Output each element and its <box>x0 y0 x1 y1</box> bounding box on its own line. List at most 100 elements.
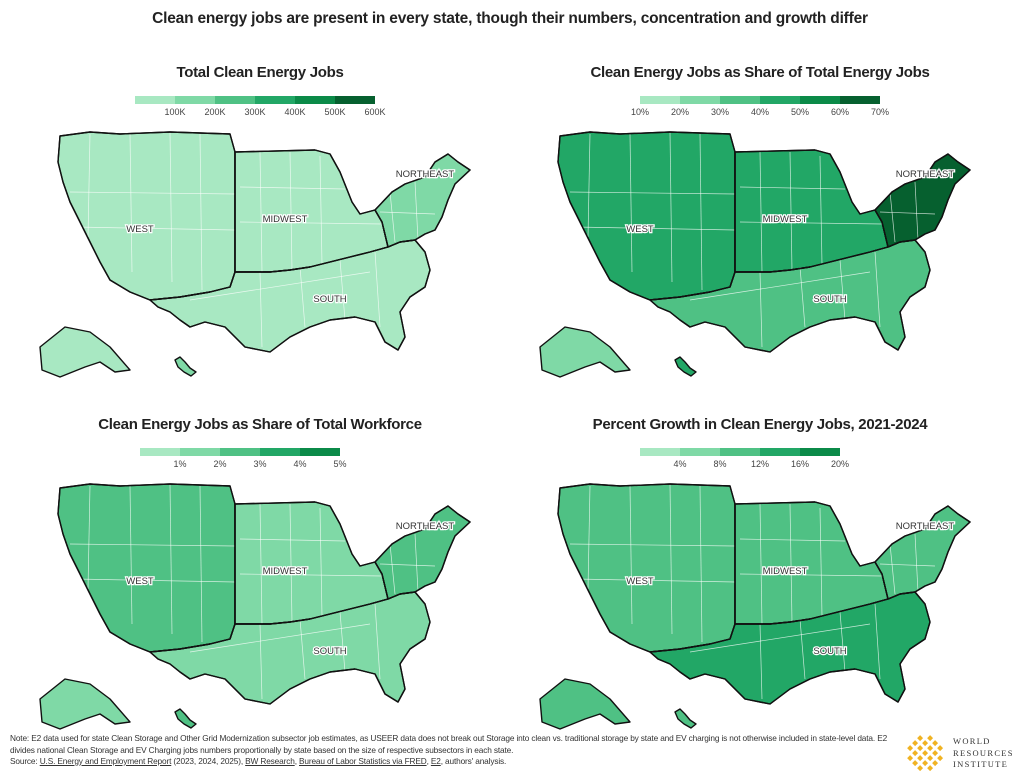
legend-swatch <box>175 96 215 104</box>
region-west <box>57 131 236 301</box>
source-link[interactable]: BW Research <box>245 756 295 766</box>
legend-bar <box>640 96 880 104</box>
region-label-midwest: MIDWEST <box>263 566 308 577</box>
state-boundaries <box>569 131 936 348</box>
legend-tick: 30% <box>710 107 730 117</box>
legend-tick: 400K <box>284 107 306 117</box>
legend-swatch <box>300 448 340 456</box>
region-label-northeast: NORTHEAST <box>396 521 455 532</box>
legend-tick: 200K <box>204 107 226 117</box>
us-choropleth-map: WEST MIDWEST SOUTH NORTHEAST <box>539 483 971 730</box>
legend-tick: 1% <box>173 459 187 469</box>
legend-swatch <box>760 448 800 456</box>
panel-title: Total Clean Energy Jobs <box>176 64 344 81</box>
legend-swatch <box>640 96 680 104</box>
logo-text-line: INSTITUTE <box>953 759 1009 769</box>
legend-swatch <box>720 448 760 456</box>
region-label-midwest: MIDWEST <box>263 214 308 225</box>
legend-swatch <box>180 448 220 456</box>
panel-title: Percent Growth in Clean Energy Jobs, 202… <box>592 416 928 433</box>
us-choropleth-map: WEST MIDWEST SOUTH NORTHEAST <box>39 483 471 730</box>
region-alaska <box>39 678 131 730</box>
legend-swatch <box>800 448 840 456</box>
legend-bar <box>135 96 375 104</box>
legend-tick: 100K <box>164 107 186 117</box>
region-west <box>557 483 736 653</box>
footer-note: Note: E2 data used for state Clean Stora… <box>10 733 890 768</box>
region-hawaii <box>174 356 197 377</box>
legend-bar <box>140 448 340 456</box>
legend-tick: 2% <box>213 459 227 469</box>
panel-growth: Percent Growth in Clean Energy Jobs, 202… <box>510 416 1010 761</box>
us-choropleth-map: WEST MIDWEST SOUTH NORTHEAST <box>39 131 471 378</box>
legend-swatch <box>215 96 255 104</box>
legend-tick: 5% <box>333 459 347 469</box>
region-label-northeast: NORTHEAST <box>896 521 955 532</box>
region-hawaii <box>674 708 697 729</box>
region-northeast <box>874 153 971 248</box>
legend-bar <box>640 448 840 456</box>
region-label-northeast: NORTHEAST <box>396 169 455 180</box>
region-northeast <box>374 505 471 600</box>
legend-tick: 20% <box>830 459 850 469</box>
region-label-west: WEST <box>126 576 154 587</box>
region-label-northeast: NORTHEAST <box>896 169 955 180</box>
region-label-west: WEST <box>626 576 654 587</box>
logo-text-line: RESOURCES <box>953 747 1014 758</box>
legend-tick: 4% <box>673 459 687 469</box>
source-line: Source: U.S. Energy and Employment Repor… <box>10 756 507 766</box>
legend-swatch <box>255 96 295 104</box>
legend-swatch <box>760 96 800 104</box>
legend-swatch <box>640 448 680 456</box>
legend-swatch <box>140 448 180 456</box>
legend-tick: 16% <box>790 459 810 469</box>
source-link[interactable]: U.S. Energy and Employment Report <box>39 756 172 766</box>
legend-tick: 12% <box>750 459 770 469</box>
legend-swatch <box>680 96 720 104</box>
region-alaska <box>539 678 631 730</box>
source-link[interactable]: Bureau of Labor Statistics via FRED <box>299 756 427 766</box>
legend-swatch <box>840 96 880 104</box>
region-label-south: SOUTH <box>813 294 846 305</box>
legend-tick: 300K <box>244 107 266 117</box>
legend-tick: 500K <box>324 107 346 117</box>
legend-swatch <box>800 96 840 104</box>
legend-tick: 40% <box>750 107 770 117</box>
region-alaska <box>539 326 631 378</box>
region-west <box>557 131 736 301</box>
state-boundaries <box>569 483 936 700</box>
state-boundaries <box>69 131 436 348</box>
legend-swatch <box>720 96 760 104</box>
region-hawaii <box>674 356 697 377</box>
legend-tick: 60% <box>830 107 850 117</box>
panel-title: Clean Energy Jobs as Share of Total Work… <box>98 416 422 433</box>
source-link[interactable]: E2 <box>430 756 441 766</box>
note-line: divides national Clean Storage and EV Ch… <box>10 744 514 755</box>
legend-tick: 4% <box>293 459 307 469</box>
legend-tick: 70% <box>870 107 890 117</box>
note-line: Note: E2 data used for state Clean Stora… <box>10 733 888 743</box>
legend-tick: 20% <box>670 107 690 117</box>
region-northeast <box>374 153 471 248</box>
region-label-midwest: MIDWEST <box>763 214 808 225</box>
region-northeast <box>874 505 971 600</box>
legend-tick: 10% <box>630 107 650 117</box>
region-label-west: WEST <box>126 224 154 235</box>
us-choropleth-map: WEST MIDWEST SOUTH NORTHEAST <box>539 131 971 378</box>
panel-share-workforce: Clean Energy Jobs as Share of Total Work… <box>10 416 510 761</box>
region-label-midwest: MIDWEST <box>763 566 808 577</box>
legend-tick: 3% <box>253 459 267 469</box>
panel-title: Clean Energy Jobs as Share of Total Ener… <box>590 64 930 81</box>
panel-total-jobs: Total Clean Energy Jobs 100K 200K 300K 400K… <box>10 64 510 409</box>
legend-swatch <box>260 448 300 456</box>
legend-swatch <box>220 448 260 456</box>
state-boundaries <box>69 483 436 700</box>
logo-text-line: WORLD <box>953 736 991 746</box>
legend-tick: 50% <box>790 107 810 117</box>
wri-logo: WORLD RESOURCES INSTITUTE <box>905 733 1015 773</box>
page-title: Clean energy jobs are present in every s… <box>152 10 868 27</box>
legend-swatch <box>680 448 720 456</box>
region-hawaii <box>174 708 197 729</box>
legend-tick: 600K <box>364 107 386 117</box>
legend-swatch <box>335 96 375 104</box>
